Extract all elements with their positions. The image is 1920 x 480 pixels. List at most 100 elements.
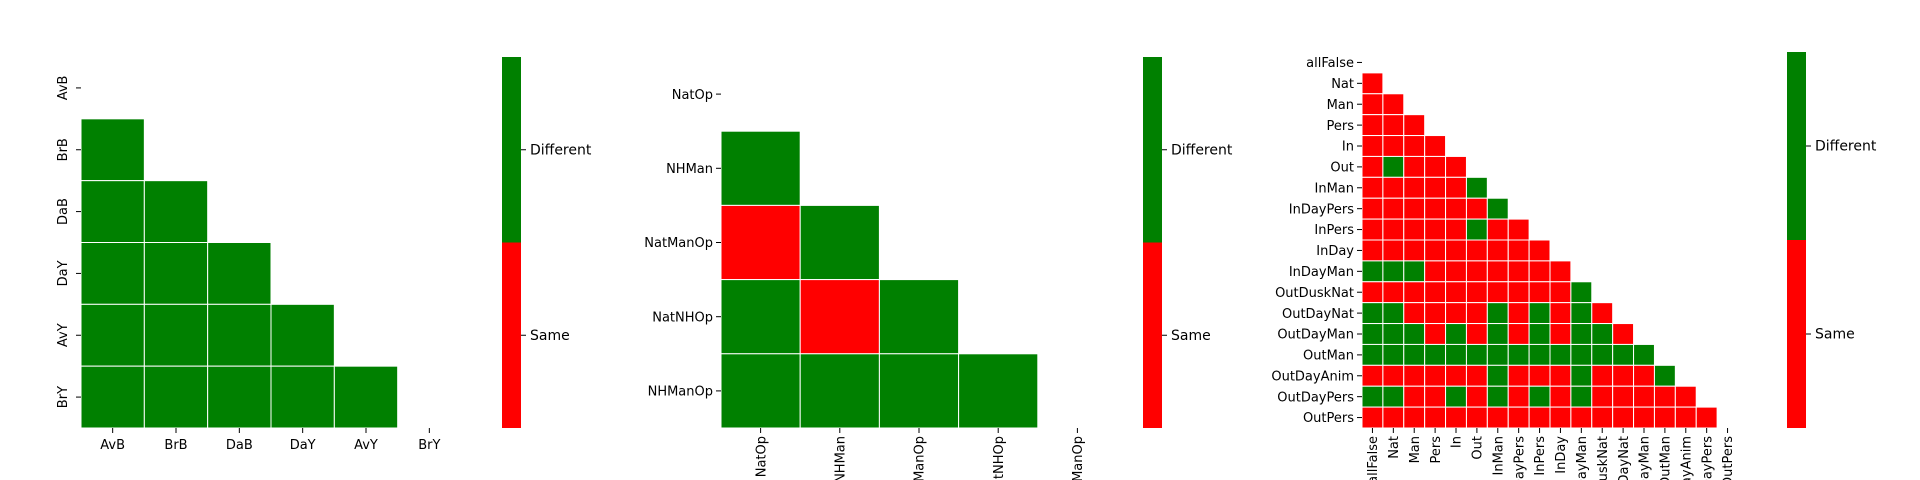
x-tick-label: DaY [290, 438, 316, 453]
heatmap-cell: InDay × InDayPers: Same [1507, 239, 1530, 262]
heatmap-cell: InPers × InMan: Same [1486, 218, 1509, 241]
heatmap-cell: OutDayPers × allFalse: Different [1361, 385, 1384, 408]
y-tick-label: DaB [56, 198, 71, 225]
heatmap-cell: InMan × Out: Different [1465, 176, 1488, 199]
heatmap-cell: InDayPers × InMan: Different [1486, 197, 1509, 220]
heatmap-cell: In × Pers: Same [1424, 135, 1447, 157]
heatmap-2: NHMan × NatOp: DifferentNatManOp × NatOp… [644, 88, 1086, 480]
heatmap-cell: Nat × allFalse: Same [1361, 72, 1384, 95]
heatmap-cell: OutDayNat × allFalse: Different [1361, 302, 1384, 325]
x-tick-label: OutDayNat [1617, 436, 1632, 480]
y-tick-label: allFalse [1306, 56, 1354, 71]
heatmap-cell: OutDayNat × InDay: Same [1549, 302, 1572, 325]
heatmap-cell: OutPers × InPers: Same [1528, 406, 1551, 429]
heatmap-cell: InDayMan × Pers: Same [1424, 260, 1447, 283]
heatmap-cell: OutMan × InPers: Different [1528, 343, 1551, 366]
y-tick-label: AvB [56, 76, 71, 101]
heatmap-cell: InDayPers × allFalse: Same [1361, 197, 1384, 220]
heatmap-cell: OutDayNat × Pers: Same [1424, 302, 1447, 325]
heatmap-cell: OutDuskNat × Nat: Same [1382, 281, 1405, 304]
y-tick-label: OutDayNat [1282, 307, 1354, 322]
heatmap-cell: OutMan × InDayMan: Different [1570, 343, 1593, 366]
heatmap-cell: In × Nat: Same [1382, 135, 1405, 157]
y-tick-label: NHMan [666, 162, 713, 177]
heatmap-cell: Out × allFalse: Same [1361, 155, 1384, 178]
heatmap-cell: AvY × DaY: Different [270, 303, 335, 367]
y-tick-label: NatOp [672, 88, 713, 103]
y-tick-label: In [1342, 140, 1354, 155]
heatmap-3: Nat × allFalse: SameMan × allFalse: Same… [1271, 56, 1736, 480]
heatmap-cell: InDay × Pers: Same [1424, 239, 1447, 262]
x-tick-label: NatManOp [913, 436, 928, 480]
heatmap-cell: OutDayAnim × OutDayNat: Same [1612, 364, 1635, 387]
y-tick-label: OutPers [1303, 411, 1354, 426]
heatmap-cell: OutDayMan × InPers: Different [1528, 323, 1551, 345]
heatmap-cell: InDayPers × Out: Same [1465, 197, 1488, 220]
heatmap-cell: AvY × AvB: Different [80, 303, 145, 367]
heatmap-cell: OutMan × allFalse: Different [1361, 343, 1384, 366]
heatmap-cell: DaY × BrB: Different [143, 242, 209, 305]
heatmap-cell: OutDayPers × Pers: Same [1424, 385, 1447, 408]
heatmap-cell: DaY × DaB: Different [207, 242, 272, 305]
heatmap-cell: OutDayMan × Out: Same [1465, 323, 1488, 345]
y-tick-label: InMan [1315, 181, 1355, 196]
heatmap-cell: NHManOp × NatNHOp: Different [958, 353, 1039, 429]
heatmap-cell: OutDayMan × In: Different [1445, 323, 1467, 345]
heatmap-cell: OutDayPers × Man: Same [1403, 385, 1426, 408]
heatmap-cell: InDayMan × Man: Different [1403, 260, 1426, 283]
heatmap-cell: InDayMan × InMan: Same [1486, 260, 1509, 283]
heatmap-cell: OutDuskNat × InDayPers: Same [1507, 281, 1530, 304]
heatmap-cell: InDayPers × Nat: Same [1382, 197, 1405, 220]
heatmap-cell: InPers × InDayPers: Same [1507, 218, 1530, 241]
y-tick-label: NatManOp [644, 236, 713, 251]
x-tick-label: OutDayMan [1638, 436, 1653, 480]
heatmap-cell: OutPers × Nat: Same [1382, 406, 1405, 429]
heatmap-cell: OutPers × allFalse: Same [1361, 406, 1384, 429]
y-tick-label: BrB [56, 138, 71, 161]
x-tick-label: InDayMan [1575, 436, 1590, 480]
heatmap-cell: OutDuskNat × InMan: Same [1486, 281, 1509, 304]
heatmap-cell: OutMan × InMan: Different [1486, 343, 1509, 366]
heatmap-cell: OutPers × OutMan: Same [1653, 406, 1676, 429]
heatmap-cell: OutDayAnim × InDayPers: Same [1507, 364, 1530, 387]
heatmap-cell: OutDayNat × InDayMan: Different [1570, 302, 1593, 325]
heatmap-cell: OutDayAnim × Man: Same [1403, 364, 1426, 387]
colorbar-segment [502, 57, 521, 243]
heatmap-cell: BrY × BrB: Different [143, 365, 209, 429]
colorbar-segment [502, 242, 521, 428]
colorbar-1: Same Different [502, 57, 592, 428]
heatmap-cell: OutPers × InDayPers: Same [1507, 406, 1530, 429]
heatmap-cell: InMan × allFalse: Same [1361, 176, 1384, 199]
heatmap-cell: OutDayAnim × InMan: Different [1486, 364, 1509, 387]
heatmap-cell: NHManOp × NatManOp: Different [878, 353, 960, 429]
heatmap-cell: BrY × AvY: Different [333, 365, 399, 429]
heatmap-cell: InDay × allFalse: Same [1361, 239, 1384, 262]
heatmap-cell: OutMan × InDay: Different [1549, 343, 1572, 366]
x-tick-label: InDayPers [1512, 436, 1527, 480]
heatmap-cell: NatNHOp × NHMan: Same [799, 279, 880, 355]
x-tick-label: OutMan [1659, 436, 1674, 480]
heatmap-cell: OutDayPers × OutDayMan: Same [1633, 385, 1655, 408]
y-tick-label: OutDayMan [1277, 328, 1354, 343]
y-tick-label: InDay [1316, 244, 1354, 259]
heatmap-cell: InDayMan × Out: Same [1465, 260, 1488, 283]
x-tick-label: Nat [1387, 436, 1402, 459]
heatmap-cell: OutDayAnim × Nat: Same [1382, 364, 1405, 387]
y-tick-label: DaY [56, 260, 71, 286]
heatmap-cell: OutDayMan × allFalse: Different [1361, 323, 1384, 345]
heatmap-cell: OutDayAnim × InDayMan: Different [1570, 364, 1593, 387]
colorbar-label: Same [1171, 328, 1211, 344]
heatmap-cell: Pers × Man: Same [1403, 114, 1426, 137]
heatmap-cell: OutPers × OutDuskNat: Same [1591, 406, 1614, 429]
heatmap-cell: Out × In: Same [1445, 155, 1467, 178]
heatmap-cell: OutDuskNat × InDayMan: Different [1570, 281, 1593, 304]
heatmap-cell: OutDayPers × OutDayAnim: Same [1674, 385, 1697, 408]
y-tick-label: OutMan [1303, 349, 1354, 364]
heatmap-cell: OutDayPers × In: Different [1445, 385, 1467, 408]
heatmap-cell: OutDayAnim × InPers: Same [1528, 364, 1551, 387]
y-tick-label: Out [1330, 161, 1354, 176]
x-tick-label: allFalse [1366, 436, 1381, 480]
heatmap-cell: OutPers × OutDayPers: Same [1695, 406, 1718, 429]
heatmap-cell: InPers × Nat: Same [1382, 218, 1405, 241]
colorbar-label: Same [1815, 327, 1855, 343]
